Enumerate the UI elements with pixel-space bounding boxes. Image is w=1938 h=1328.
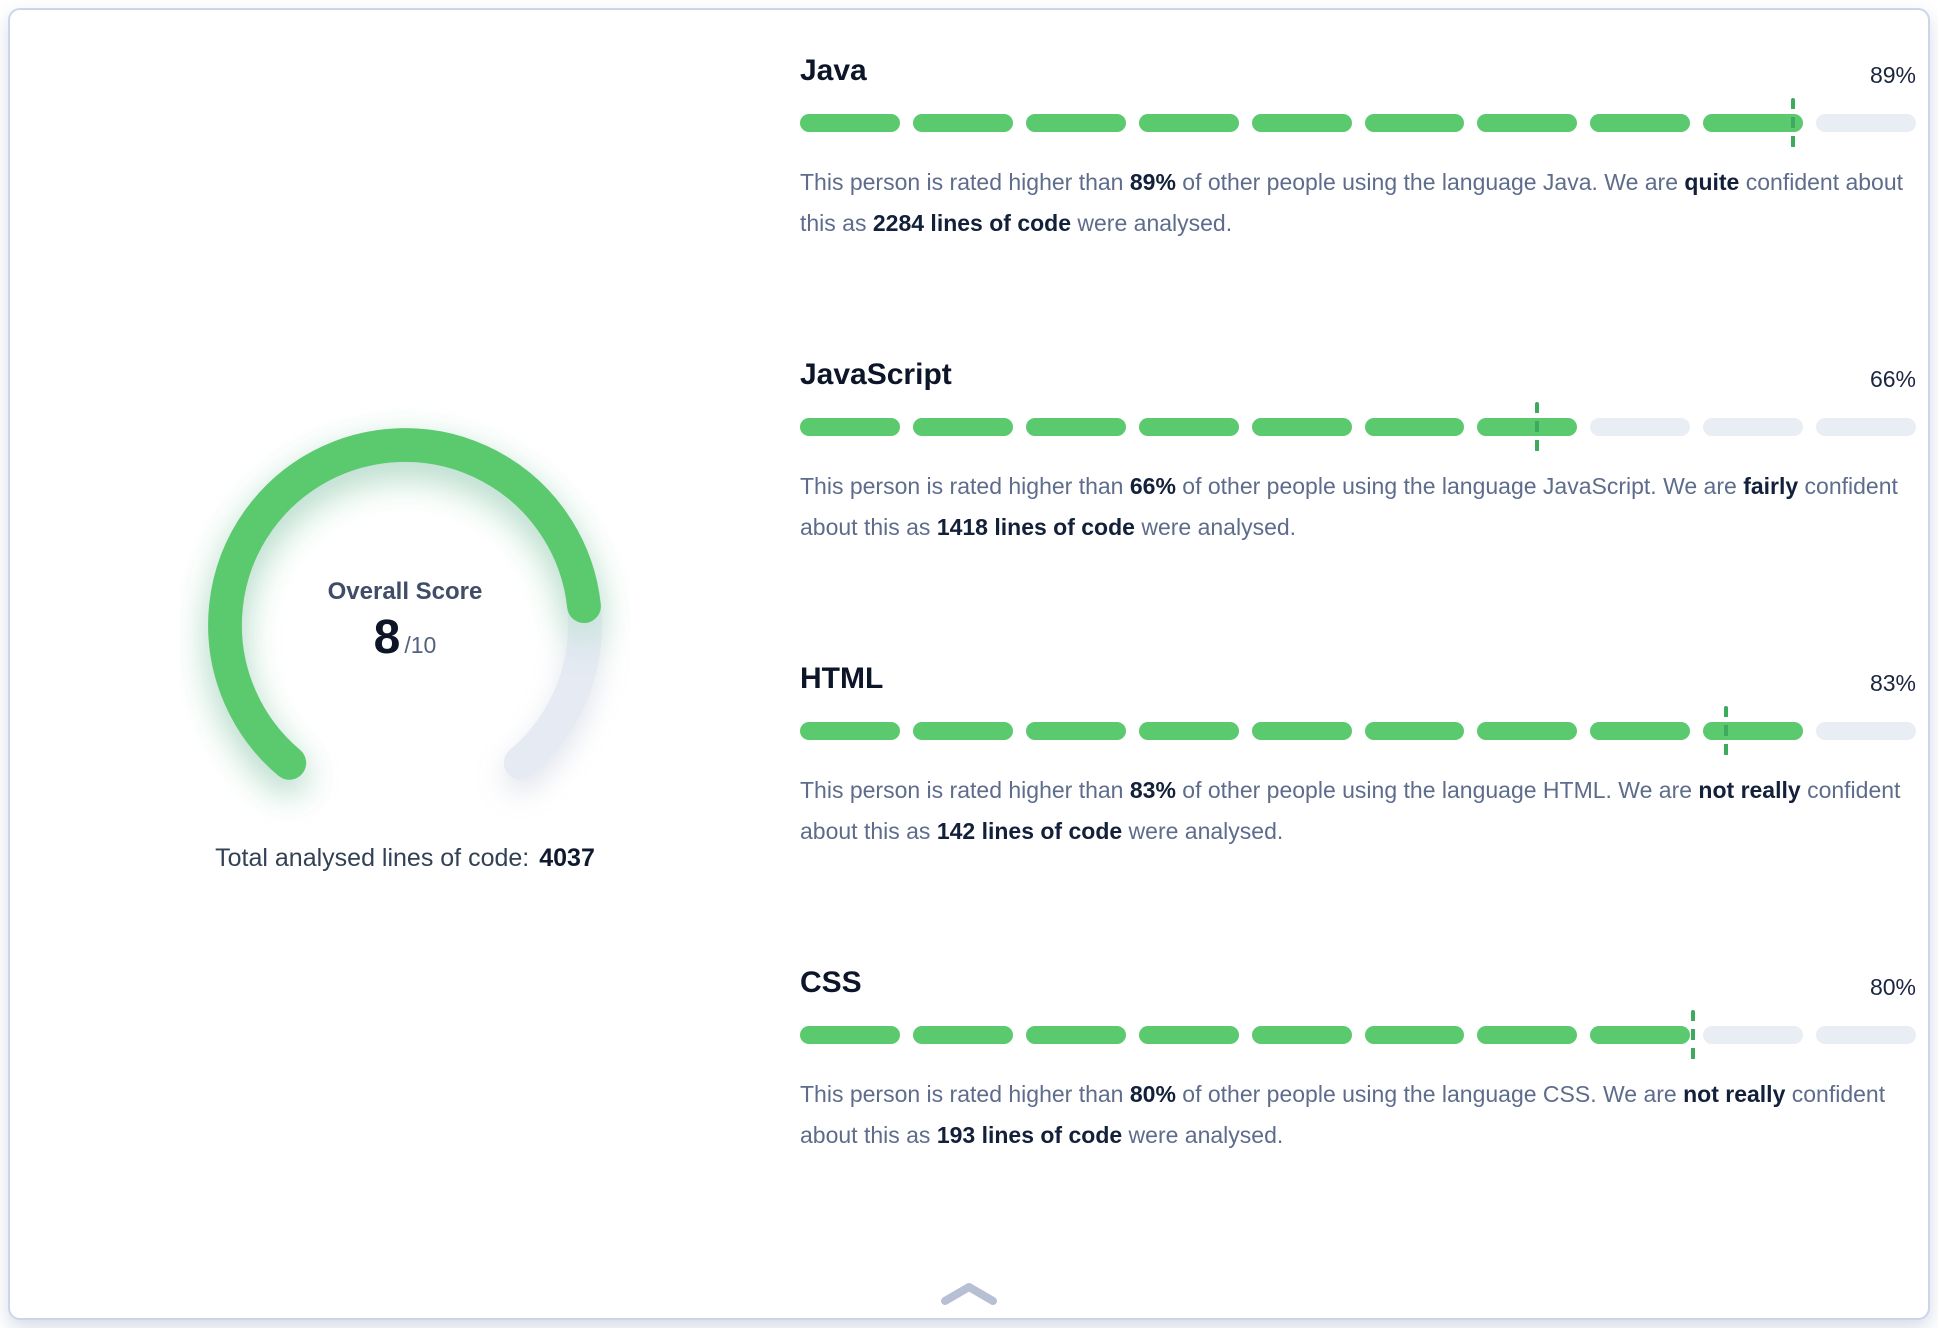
- segment-bar: [800, 722, 1917, 740]
- bar-segment: [1590, 1026, 1691, 1044]
- language-bar: [800, 402, 1917, 452]
- bar-segment: [1364, 722, 1465, 740]
- bar-segment: [1477, 418, 1578, 436]
- bar-segment: [1025, 722, 1126, 740]
- bar-segment: [1816, 722, 1917, 740]
- bar-segment: [1477, 114, 1578, 132]
- bar-segment: [912, 1026, 1013, 1044]
- language-percent: 80%: [1869, 974, 1916, 1000]
- bar-segment: [912, 114, 1013, 132]
- language-percent: 83%: [1869, 670, 1916, 696]
- bar-segment: [1251, 418, 1352, 436]
- bar-segment: [1138, 418, 1239, 436]
- percent-marker: [1534, 402, 1539, 452]
- language-title: Java: [800, 54, 867, 87]
- bar-segment: [1364, 1026, 1465, 1044]
- bar-segment: [1703, 1026, 1804, 1044]
- language-list: Java 89% This person is rated higher tha…: [800, 52, 1917, 1156]
- language-percent: 66%: [1869, 366, 1916, 392]
- bar-segment: [1251, 114, 1352, 132]
- language-description: This person is rated higher than 80% of …: [800, 1081, 1886, 1148]
- language-row: HTML 83% This person is rated higher tha…: [800, 660, 1917, 852]
- language-title: HTML: [800, 662, 884, 695]
- bar-segment: [1025, 114, 1126, 132]
- language-row-header: CSS 80%: [800, 964, 1916, 1002]
- bar-segment: [1138, 722, 1239, 740]
- bar-segment: [1025, 418, 1126, 436]
- bar-segment: [1477, 722, 1578, 740]
- language-row: Java 89% This person is rated higher tha…: [800, 52, 1917, 244]
- segment-bar: [800, 418, 1917, 436]
- total-lines-text: Total analysed lines of code: 4037: [215, 844, 595, 873]
- collapse-button[interactable]: [936, 1276, 1002, 1310]
- bar-segment: [800, 722, 900, 740]
- language-row: CSS 80% This person is rated higher than…: [800, 964, 1917, 1156]
- bar-segment: [1816, 114, 1917, 132]
- language-row-header: HTML 83%: [800, 660, 1916, 698]
- bar-segment: [800, 114, 900, 132]
- language-description: This person is rated higher than 66% of …: [800, 473, 1898, 540]
- language-bar: [800, 706, 1917, 756]
- bar-segment: [800, 418, 900, 436]
- language-ratings-section: Java 89% This person is rated higher tha…: [800, 10, 1928, 1318]
- score-panel: Overall Score 8 /10 Total analysed lines…: [8, 8, 1930, 1320]
- bar-segment: [1251, 722, 1352, 740]
- chevron-up-icon: [941, 1283, 997, 1305]
- gauge-score-row: 8 /10: [255, 610, 555, 665]
- language-row-header: Java 89%: [800, 52, 1916, 90]
- gauge-center-text: Overall Score 8 /10: [255, 578, 555, 665]
- language-bar: [800, 98, 1917, 148]
- percent-marker: [1724, 706, 1729, 756]
- gauge-score-value: 8: [373, 611, 401, 665]
- gauge-fill-arc: [208, 428, 601, 780]
- language-description: This person is rated higher than 89% of …: [800, 169, 1904, 236]
- gauge-chart: [208, 428, 602, 780]
- bar-segment: [1816, 1026, 1917, 1044]
- total-lines-value: 4037: [539, 844, 595, 872]
- language-description: This person is rated higher than 83% of …: [800, 777, 1901, 844]
- bar-segment: [912, 418, 1013, 436]
- total-lines-label: Total analysed lines of code:: [215, 844, 530, 872]
- bar-segment: [1138, 114, 1239, 132]
- percent-marker: [1690, 1010, 1695, 1060]
- bar-segment: [1816, 418, 1917, 436]
- bar-segment: [1477, 1026, 1578, 1044]
- language-row-header: JavaScript 66%: [800, 356, 1916, 394]
- language-bar: [800, 1010, 1917, 1060]
- bar-segment: [1703, 722, 1804, 740]
- gauge-label: Overall Score: [327, 578, 483, 606]
- bar-segment: [1590, 722, 1691, 740]
- percent-marker: [1791, 98, 1796, 148]
- bar-segment: [1025, 1026, 1126, 1044]
- bar-segment: [1138, 1026, 1239, 1044]
- language-title: CSS: [800, 966, 862, 999]
- segment-bar: [800, 114, 1917, 132]
- overall-score-section: Overall Score 8 /10 Total analysed lines…: [10, 10, 800, 1318]
- bar-segment: [1703, 114, 1804, 132]
- language-percent: 89%: [1869, 62, 1916, 88]
- segment-bar: [800, 1026, 1917, 1044]
- bar-segment: [1590, 418, 1691, 436]
- bar-segment: [1251, 1026, 1352, 1044]
- language-row: JavaScript 66% This person is rated high…: [800, 356, 1917, 548]
- language-title: JavaScript: [800, 358, 952, 391]
- bar-segment: [1364, 114, 1465, 132]
- bar-segment: [1590, 114, 1691, 132]
- gauge-score-max: /10: [404, 632, 437, 659]
- bar-segment: [1364, 418, 1465, 436]
- bar-segment: [912, 722, 1013, 740]
- overall-score-gauge: Overall Score 8 /10: [180, 400, 630, 850]
- bar-segment: [1703, 418, 1804, 436]
- bar-segment: [800, 1026, 900, 1044]
- panel-content: Overall Score 8 /10 Total analysed lines…: [10, 10, 1928, 1318]
